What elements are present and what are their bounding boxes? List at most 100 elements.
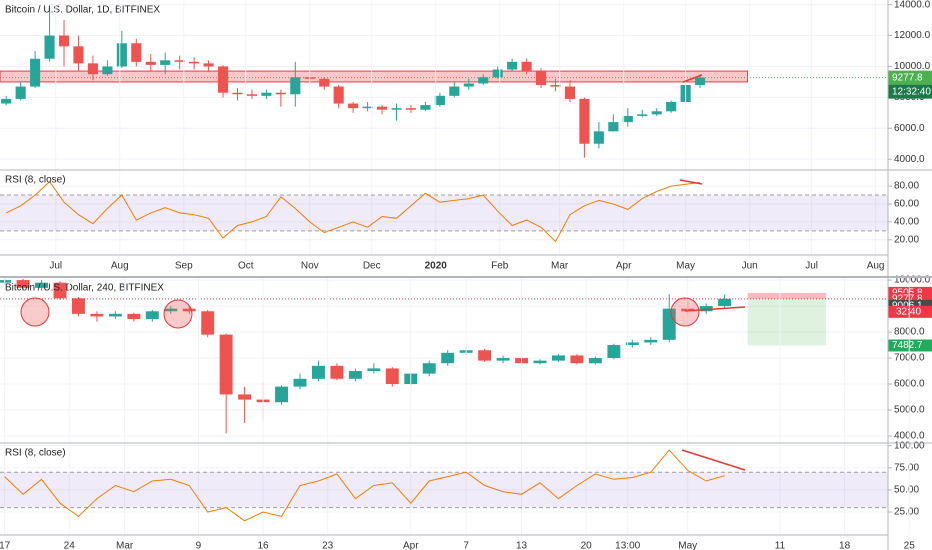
x-tick-label: Mar <box>116 541 134 550</box>
candle-body <box>593 131 604 144</box>
candle-body <box>420 105 431 110</box>
candle-body <box>275 386 288 403</box>
highlight-circle <box>670 297 700 327</box>
candle-body <box>533 360 547 364</box>
candle-body <box>127 313 141 320</box>
x-tick-label: 20 <box>581 541 593 550</box>
price-tag-label: 7482.7 <box>892 340 923 351</box>
candle-body <box>174 60 185 62</box>
candle-body <box>312 365 325 379</box>
candle-body <box>108 313 122 317</box>
x-tick-label: Jul <box>805 261 818 272</box>
candle-body <box>160 60 171 65</box>
annotations <box>20 74 746 471</box>
x-tick-label: Jun <box>742 261 758 272</box>
price-tag-label: 9277.8 <box>892 293 923 304</box>
candle-body <box>449 86 460 96</box>
candle-body <box>507 61 518 70</box>
resistance-zone <box>0 70 749 83</box>
y-tick-label: 6000.0 <box>894 123 925 134</box>
candle-body <box>238 394 252 400</box>
y-tick-label: 80.00 <box>894 181 919 192</box>
candle-body <box>492 69 503 78</box>
y-tick-label: 75.00 <box>894 462 919 473</box>
candle-body <box>385 368 399 385</box>
candle-body <box>405 108 417 110</box>
x-tick-label: 18 <box>839 541 851 550</box>
x-tick-label: Apr <box>616 261 632 272</box>
rsi-band <box>0 195 888 231</box>
x-tick-label: Dec <box>363 261 381 272</box>
candle-body <box>422 363 436 374</box>
candle-body <box>261 92 272 96</box>
candle-body <box>570 355 584 364</box>
candle-body <box>362 106 373 109</box>
candle-body <box>662 308 676 340</box>
timer-label: 12:32:40 <box>892 86 931 97</box>
candle-body <box>15 86 26 99</box>
candle-body <box>330 365 344 379</box>
timer-tag <box>888 305 932 318</box>
y-tick-label: 25.00 <box>894 507 919 518</box>
trend-line <box>682 74 703 83</box>
trend-line <box>684 306 746 312</box>
candle-body <box>164 308 178 312</box>
candle-body <box>203 63 214 67</box>
candle-body <box>579 98 590 144</box>
highlight-circle <box>20 297 50 327</box>
pane-title: Bitcoin / U.S. Dollar, 240, BITFINEX <box>5 283 164 294</box>
candle-body <box>588 358 602 364</box>
candle-body <box>145 61 156 65</box>
candle-body <box>131 43 142 62</box>
x-tick-label: 9 <box>196 541 202 550</box>
candle-body <box>293 378 307 387</box>
candle-body <box>564 86 576 99</box>
y-tick-label: 10000.0 <box>894 61 931 72</box>
stop-zone <box>747 292 827 299</box>
candle-body <box>201 311 215 335</box>
y-tick-label: 14000.0 <box>894 0 931 10</box>
candle-body <box>552 355 565 361</box>
candle-body <box>348 371 362 379</box>
x-tick-label: Feb <box>491 261 509 272</box>
candle-body <box>73 46 84 64</box>
x-tick-label: Aug <box>111 261 129 272</box>
rsi-band <box>0 472 888 508</box>
candle-body <box>0 280 12 283</box>
candle-body <box>441 352 455 364</box>
x-tick-label: 13:00 <box>615 541 640 550</box>
last-price-label: 9277.8 <box>892 72 923 83</box>
candle-body <box>695 77 706 85</box>
x-tick-label: 24 <box>64 541 76 550</box>
candle-body <box>637 114 648 116</box>
candle-body <box>550 85 561 87</box>
candle-body <box>367 368 381 372</box>
candle-body <box>232 92 243 95</box>
candle-body <box>478 77 489 84</box>
candle-body <box>391 108 402 110</box>
x-tick-label: 11 <box>775 541 786 550</box>
candle-body <box>290 77 301 95</box>
candle-body <box>625 342 639 346</box>
x-tick-label: 17 <box>0 541 11 550</box>
x-tick-label: 2020 <box>425 261 448 272</box>
candle-body <box>16 280 30 288</box>
price-tag <box>888 339 932 352</box>
x-tick-label: 7 <box>463 541 469 550</box>
candle-body <box>699 306 713 312</box>
candle-body <box>145 311 159 320</box>
candle-body <box>219 334 233 395</box>
timer-tag <box>888 84 932 99</box>
candle-body <box>608 122 619 132</box>
candle-body <box>1 98 12 104</box>
x-tick-label: 25 <box>904 541 916 550</box>
x-tick-label: Sep <box>175 261 193 272</box>
x-tick-label: 13 <box>516 541 528 550</box>
pane-title: RSI (8, close) <box>5 448 66 459</box>
candle-body <box>217 66 229 93</box>
candle-body <box>72 298 85 314</box>
x-tick-label: Nov <box>301 261 319 272</box>
y-tick-label: 50.00 <box>894 485 919 496</box>
